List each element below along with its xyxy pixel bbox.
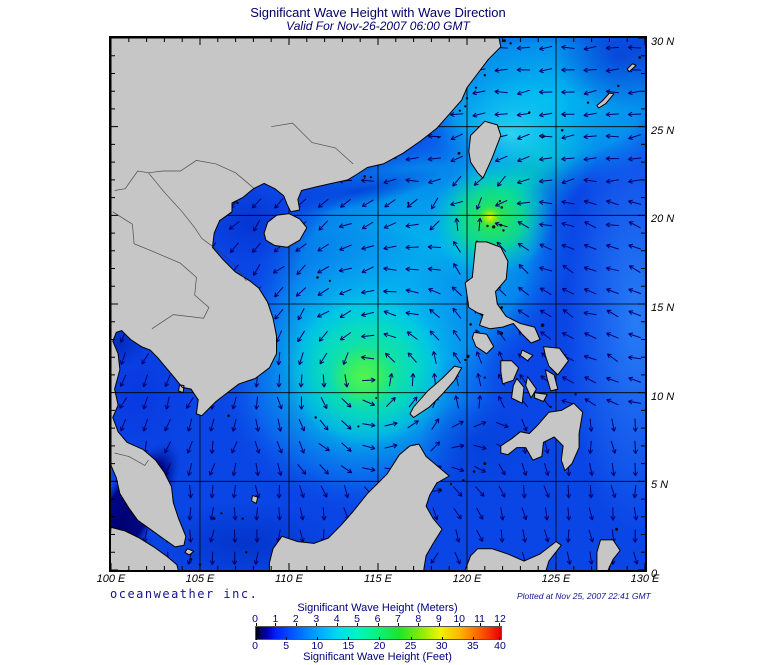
lon-tick-label: 125 E — [541, 573, 571, 585]
colorbar-notch — [275, 623, 277, 626]
colorbar-meters-tick: 1 — [272, 613, 279, 625]
colorbar-meters-tick: 5 — [354, 613, 360, 625]
page-title: Significant Wave Height with Wave Direct… — [250, 5, 506, 20]
colorbar-notch — [438, 623, 440, 626]
colorbar-feet-tick: 5 — [283, 640, 290, 652]
colorbar-notch — [348, 637, 350, 640]
colorbar-notch — [379, 637, 381, 640]
colorbar-notch — [286, 637, 288, 640]
lon-tick-label: 110 E — [275, 573, 303, 585]
lon-tick-label: 115 E — [364, 573, 392, 585]
lat-tick-label: 0 — [651, 568, 658, 580]
colorbar-meters-tick: 4 — [333, 613, 340, 625]
colorbar-meters-tick: 6 — [374, 613, 381, 625]
colorbar-meters-tick: 9 — [435, 613, 442, 625]
lat-tick-label: 10 N — [651, 390, 675, 403]
colorbar-notch — [472, 637, 474, 640]
colorbar-feet-tick: 35 — [466, 640, 479, 652]
colorbar-notch — [316, 623, 318, 626]
colorbar-notch — [410, 637, 412, 640]
lat-tick-label: 15 N — [651, 302, 675, 314]
colorbar-meters-tick: 10 — [453, 613, 465, 625]
colorbar-notch — [459, 623, 461, 626]
colorbar-notch — [441, 637, 443, 640]
colorbar-meters-tick: 11 — [474, 613, 486, 625]
colorbar-meters-label: Significant Wave Height (Meters) — [297, 602, 458, 614]
colorbar-feet-tick: 30 — [435, 640, 448, 652]
colorbar-notch — [256, 623, 257, 626]
colorbar-notch — [256, 637, 257, 640]
lon-tick-label: 120 E — [452, 573, 482, 585]
colorbar-notch — [418, 623, 420, 626]
colorbar-notch — [336, 623, 338, 626]
colorbar-feet-tick: 0 — [252, 640, 258, 652]
colorbar-meters-tick: 8 — [415, 613, 422, 625]
colorbar-notch — [397, 623, 399, 626]
colorbar-feet-tick: 20 — [373, 640, 386, 652]
lat-tick-label: 5 N — [651, 479, 669, 492]
colorbar-feet-label: Significant Wave Height (Feet) — [303, 651, 452, 663]
colorbar-notch — [479, 623, 481, 626]
lon-tick-label: 130 E — [630, 573, 660, 585]
map-panel — [109, 36, 647, 572]
colorbar-meters-tick: 2 — [292, 613, 299, 625]
colorbar-feet-tick: 25 — [404, 640, 417, 652]
page-subtitle: Valid For Nov-26-2007 06:00 GMT — [286, 19, 470, 33]
colorbar-meters-tick: 0 — [252, 613, 258, 625]
colorbar-meters-tick: 7 — [394, 613, 401, 625]
lon-tick-label: 100 E — [96, 573, 126, 585]
lat-tick-label: 25 N — [651, 124, 675, 137]
colorbar-notch — [499, 623, 500, 626]
colorbar-meters-tick: 3 — [313, 613, 320, 625]
colorbar-notch — [377, 623, 379, 626]
plotted-timestamp: Plotted at Nov 25, 2007 22:41 GMT — [517, 591, 651, 601]
colorbar-feet-tick: 10 — [311, 640, 324, 652]
oceanweather-logo-text: oceanweather inc. — [110, 587, 259, 601]
map-canvas — [111, 38, 645, 570]
colorbar-meters-tick: 12 — [494, 613, 506, 625]
colorbar-feet-tick: 40 — [494, 640, 506, 652]
colorbar-notch — [317, 637, 319, 640]
colorbar-gradient — [255, 626, 502, 640]
lat-tick-label: 30 N — [651, 36, 675, 48]
lon-tick-label: 105 E — [185, 573, 215, 585]
lat-tick-label: 20 N — [651, 213, 675, 226]
colorbar-notch — [357, 623, 359, 626]
colorbar-notch — [295, 623, 297, 626]
colorbar-feet-tick: 15 — [342, 640, 355, 652]
colorbar-notch — [499, 637, 500, 640]
